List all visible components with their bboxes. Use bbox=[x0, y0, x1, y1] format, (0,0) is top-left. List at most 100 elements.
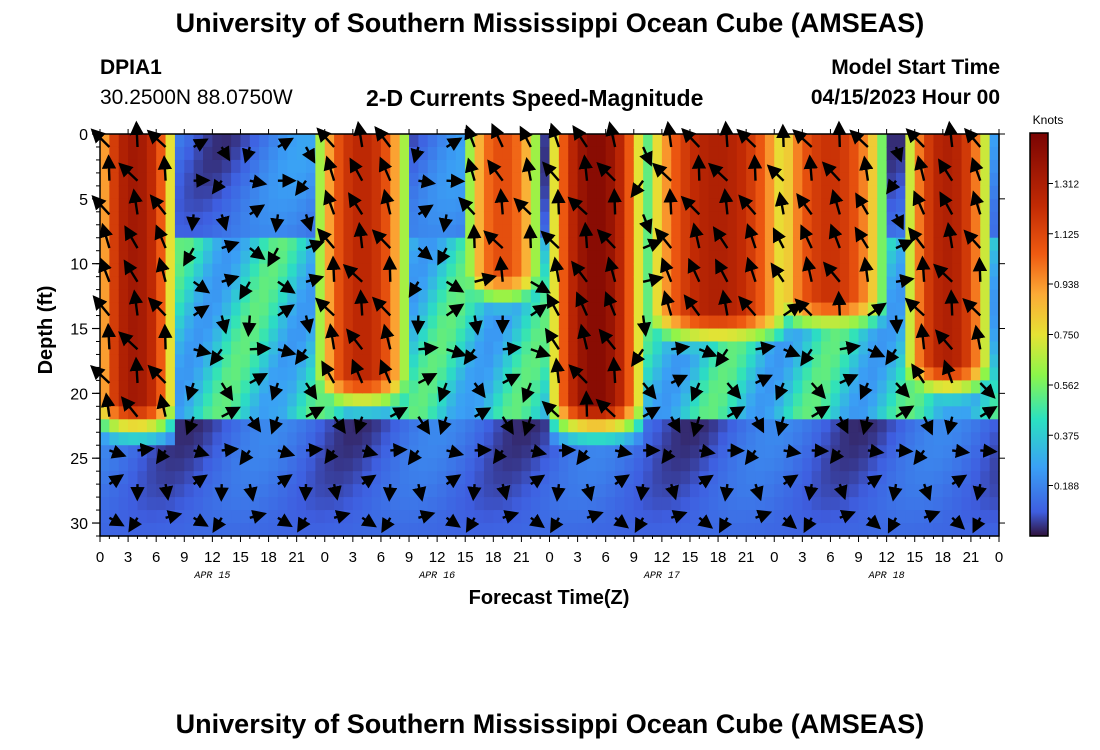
heatmap-cell bbox=[109, 497, 120, 511]
heatmap-cell bbox=[933, 523, 944, 537]
heatmap-cell bbox=[184, 484, 195, 498]
heatmap-cell bbox=[624, 159, 635, 174]
heatmap-cell bbox=[249, 328, 260, 343]
heatmap-cell bbox=[643, 432, 654, 446]
current-vector bbox=[242, 315, 257, 338]
current-vector bbox=[277, 444, 296, 459]
heatmap-cell bbox=[221, 198, 232, 213]
heatmap-cell bbox=[521, 315, 532, 330]
heatmap-cell bbox=[221, 471, 232, 485]
heatmap-cell bbox=[128, 393, 139, 407]
heatmap-cell bbox=[409, 510, 419, 524]
heatmap-cell bbox=[558, 263, 569, 278]
heatmap-cell bbox=[671, 146, 682, 161]
heatmap-cell bbox=[746, 172, 757, 187]
heatmap-cell bbox=[418, 276, 429, 291]
heatmap-cell bbox=[970, 471, 981, 485]
heatmap-cell bbox=[277, 211, 288, 226]
heatmap-cell bbox=[727, 289, 738, 304]
heatmap-cell bbox=[970, 146, 981, 161]
heatmap-cell bbox=[970, 341, 981, 356]
heatmap-cell bbox=[100, 484, 110, 498]
current-vector bbox=[596, 162, 616, 182]
current-vector bbox=[744, 449, 760, 466]
current-vector bbox=[408, 281, 423, 298]
heatmap-cell bbox=[821, 380, 832, 394]
heatmap-cell bbox=[165, 289, 176, 304]
heatmap-cell bbox=[633, 341, 644, 356]
heatmap-cell bbox=[989, 134, 1000, 148]
heatmap-cell bbox=[933, 497, 944, 511]
heatmap-cell bbox=[736, 315, 747, 330]
heatmap-cell bbox=[764, 510, 775, 524]
heatmap-cell bbox=[661, 276, 672, 291]
heatmap-cell bbox=[671, 445, 682, 459]
heatmap-cell bbox=[586, 432, 597, 446]
heatmap-cell bbox=[952, 458, 963, 472]
heatmap-cell bbox=[586, 328, 597, 343]
current-vector bbox=[390, 443, 408, 458]
heatmap-cell bbox=[296, 263, 307, 278]
heatmap-cell bbox=[783, 237, 794, 252]
current-vector bbox=[269, 416, 284, 435]
heatmap-cell bbox=[942, 172, 953, 187]
heatmap-cell bbox=[100, 432, 110, 446]
heatmap-cell bbox=[146, 315, 157, 330]
heatmap-cell bbox=[287, 367, 298, 381]
heatmap-cell bbox=[821, 146, 832, 161]
heatmap-cell bbox=[174, 211, 185, 226]
heatmap-cell bbox=[755, 315, 766, 330]
heatmap-cell bbox=[437, 328, 448, 343]
heatmap-cell bbox=[774, 250, 785, 265]
heatmap-cell bbox=[746, 497, 757, 511]
heatmap-cell bbox=[596, 211, 607, 226]
heatmap-cell bbox=[661, 458, 672, 472]
heatmap-cell bbox=[156, 497, 167, 511]
heatmap-cell bbox=[624, 250, 635, 265]
heatmap-cell bbox=[390, 302, 401, 317]
heatmap-cell bbox=[792, 315, 803, 330]
current-vector bbox=[548, 122, 563, 148]
heatmap-cell bbox=[380, 419, 391, 433]
heatmap-cell bbox=[399, 276, 410, 291]
heatmap-cell bbox=[174, 198, 185, 213]
heatmap-cell bbox=[736, 458, 747, 472]
heatmap-cell bbox=[362, 159, 373, 174]
heatmap-cell bbox=[380, 198, 391, 213]
heatmap-cell bbox=[905, 146, 916, 161]
heatmap-cell bbox=[718, 458, 729, 472]
heatmap-cell bbox=[961, 432, 972, 446]
heatmap-cell bbox=[380, 510, 391, 524]
heatmap-cell bbox=[839, 432, 850, 446]
current-vector bbox=[766, 164, 785, 182]
x-tick-label: 0 bbox=[545, 549, 553, 566]
heatmap-cell bbox=[680, 367, 691, 381]
heatmap-cell bbox=[399, 484, 410, 498]
heatmap-cell bbox=[315, 198, 326, 213]
heatmap-cell bbox=[615, 328, 626, 343]
current-vector bbox=[521, 156, 537, 181]
heatmap-cell bbox=[568, 354, 579, 369]
heatmap-cell bbox=[371, 458, 382, 472]
heatmap-cell bbox=[727, 458, 738, 472]
heatmap-cell bbox=[352, 445, 363, 459]
current-vector bbox=[108, 513, 125, 527]
heatmap-cell bbox=[680, 523, 691, 537]
heatmap-cell bbox=[259, 523, 270, 537]
current-vector bbox=[438, 416, 452, 436]
heatmap-cell bbox=[474, 211, 485, 226]
heatmap-cell bbox=[858, 341, 869, 356]
heatmap-cell bbox=[231, 328, 242, 343]
heatmap-cell bbox=[165, 380, 176, 394]
heatmap-cell bbox=[156, 237, 167, 252]
heatmap-cell bbox=[661, 393, 672, 407]
heatmap-cell bbox=[268, 185, 279, 200]
heatmap-cell bbox=[100, 497, 110, 511]
heatmap-cell bbox=[483, 289, 494, 304]
heatmap-cell bbox=[558, 302, 569, 317]
heatmap-cell bbox=[315, 315, 326, 330]
heatmap-cell bbox=[193, 237, 204, 252]
heatmap-cell bbox=[474, 302, 485, 317]
current-vector bbox=[810, 382, 826, 400]
heatmap-cell bbox=[914, 432, 925, 446]
